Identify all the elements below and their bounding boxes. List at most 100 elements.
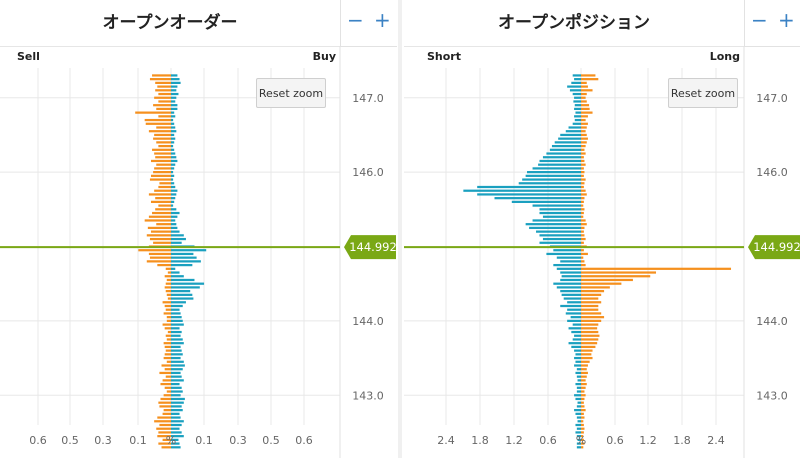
left-bar <box>165 267 171 270</box>
left-bar <box>575 360 581 363</box>
left-bar <box>158 92 171 96</box>
y-tick-label: 143.0 <box>756 389 788 402</box>
right-bar <box>171 338 183 341</box>
left-bar <box>158 401 171 404</box>
left-bar <box>162 301 171 304</box>
right-bar <box>581 223 587 226</box>
right-bar <box>171 219 176 222</box>
left-bar <box>153 137 171 140</box>
left-bar <box>572 74 581 77</box>
right-bar <box>171 193 177 196</box>
right-bar <box>171 148 175 151</box>
left-bar <box>563 297 581 300</box>
left-bar <box>539 234 581 237</box>
zoom-out-button[interactable]: − <box>751 8 768 32</box>
y-axis: 147.0 146.0 144.0 143.0 <box>352 92 384 403</box>
open-orders-chart[interactable]: 0.6 0.5 0.3 0.1% 0.1 0.3 0.5 0.6 147.0 146.0 144.0… <box>0 0 396 458</box>
left-bar <box>148 193 171 196</box>
reset-zoom-button[interactable]: Reset zoom <box>668 78 738 108</box>
y-tick-label: 146.0 <box>756 166 788 179</box>
left-bar <box>560 133 581 137</box>
left-bar <box>569 89 581 92</box>
long-label: Long <box>709 50 740 63</box>
zoom-in-button[interactable]: + <box>374 8 391 32</box>
right-bar <box>581 271 657 274</box>
right-bar <box>581 182 585 185</box>
right-bar <box>581 115 588 118</box>
right-bar <box>171 159 178 163</box>
left-bar <box>153 104 171 107</box>
right-bar <box>171 382 180 386</box>
left-bar <box>157 263 171 267</box>
left-bar <box>576 427 581 430</box>
left-bar <box>538 163 581 166</box>
sell-label: Sell <box>17 50 40 63</box>
zoom-in-button[interactable]: + <box>778 8 795 32</box>
zoom-controls: − + <box>340 0 397 47</box>
right-bar <box>171 371 181 375</box>
right-bar <box>171 330 182 334</box>
zoom-out-button[interactable]: − <box>347 8 364 32</box>
right-bar <box>171 368 183 371</box>
current-price-label: 144.992 <box>753 240 800 254</box>
panel-title: オープンオーダー <box>102 13 238 33</box>
right-bar <box>171 197 176 200</box>
right-bar <box>171 230 180 233</box>
panel-title: オープンポジション <box>498 13 650 33</box>
left-bar <box>148 215 171 218</box>
right-bar <box>171 144 174 148</box>
right-bar <box>171 211 180 215</box>
right-bar <box>581 107 590 111</box>
panel-separator <box>398 0 402 458</box>
left-bar <box>152 74 171 77</box>
right-bar <box>171 189 178 192</box>
right-bar <box>581 137 588 140</box>
left-bar <box>574 107 581 111</box>
left-bar <box>576 446 581 449</box>
left-bar <box>560 304 581 308</box>
reset-zoom-button[interactable]: Reset zoom <box>256 78 326 108</box>
left-bar <box>525 174 581 177</box>
right-bar <box>581 301 602 304</box>
right-bar <box>581 345 596 349</box>
left-bar <box>572 338 581 341</box>
left-bar <box>165 290 171 293</box>
left-bar <box>165 375 171 378</box>
right-bar <box>171 323 184 326</box>
left-bar <box>542 237 581 241</box>
left-bar <box>156 126 171 129</box>
left-bar <box>165 349 171 352</box>
left-bar <box>577 420 581 423</box>
left-bar <box>565 312 581 315</box>
left-bar <box>568 126 581 129</box>
header-divider <box>0 46 340 47</box>
bars <box>135 74 207 449</box>
left-bar <box>549 148 581 151</box>
right-bar <box>171 308 180 311</box>
right-bar <box>581 208 585 211</box>
open-positions-chart[interactable]: 2.4 1.8 1.2 0.6% 0.6 1.2 1.8 2.4 147.0 146.0 144.0… <box>404 0 800 458</box>
right-bar <box>581 118 586 122</box>
right-bar <box>581 286 610 289</box>
left-bar <box>573 100 581 103</box>
left-bar <box>159 405 171 408</box>
left-bar <box>148 252 171 256</box>
right-bar <box>171 234 184 237</box>
left-bar <box>164 368 171 371</box>
right-bar <box>171 364 185 367</box>
left-bar <box>539 211 581 215</box>
left-bar <box>518 182 581 185</box>
right-bar <box>581 304 599 308</box>
right-bar <box>171 156 177 159</box>
right-bar <box>171 271 180 274</box>
right-bar <box>581 442 585 445</box>
left-bar <box>155 81 171 84</box>
y-tick-label: 147.0 <box>352 92 384 105</box>
right-bar <box>581 215 584 218</box>
left-bar <box>164 353 171 356</box>
right-bar <box>581 126 587 129</box>
open-positions-panel: オープンポジション − + Short Long 2.4 1.8 1.2 0.6% 0.… <box>404 0 800 458</box>
right-bar <box>581 148 585 151</box>
zoom-controls: − + <box>744 0 800 47</box>
left-bar <box>156 107 171 111</box>
